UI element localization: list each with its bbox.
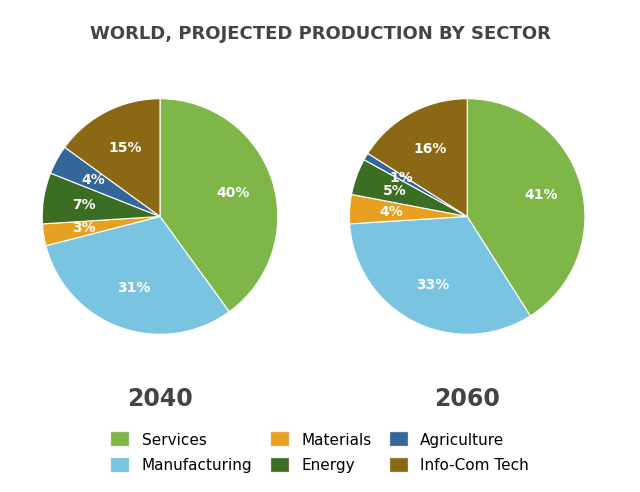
- Legend: Services, Manufacturing, Materials, Energy, Agriculture, Info-Com Tech: Services, Manufacturing, Materials, Ener…: [105, 427, 535, 479]
- Text: 4%: 4%: [81, 173, 105, 186]
- Wedge shape: [351, 160, 467, 216]
- Text: 2060: 2060: [435, 387, 500, 411]
- Text: 16%: 16%: [413, 142, 447, 156]
- Wedge shape: [349, 194, 467, 224]
- Text: 7%: 7%: [72, 197, 96, 212]
- Text: 2040: 2040: [127, 387, 193, 411]
- Text: 40%: 40%: [216, 186, 250, 200]
- Text: 15%: 15%: [109, 141, 142, 155]
- Text: 4%: 4%: [379, 205, 403, 218]
- Wedge shape: [42, 216, 160, 246]
- Wedge shape: [65, 99, 160, 216]
- Wedge shape: [349, 216, 531, 334]
- Text: 41%: 41%: [524, 188, 557, 202]
- Text: 1%: 1%: [390, 171, 413, 184]
- Wedge shape: [46, 216, 229, 334]
- Wedge shape: [467, 99, 585, 316]
- Wedge shape: [368, 99, 467, 216]
- Wedge shape: [364, 154, 467, 216]
- Wedge shape: [160, 99, 278, 312]
- Text: WORLD, PROJECTED PRODUCTION BY SECTOR: WORLD, PROJECTED PRODUCTION BY SECTOR: [90, 25, 550, 43]
- Text: 31%: 31%: [117, 281, 151, 296]
- Text: 5%: 5%: [383, 184, 407, 198]
- Wedge shape: [42, 173, 160, 224]
- Text: 3%: 3%: [72, 221, 96, 236]
- Text: 33%: 33%: [416, 277, 449, 292]
- Wedge shape: [51, 147, 160, 216]
